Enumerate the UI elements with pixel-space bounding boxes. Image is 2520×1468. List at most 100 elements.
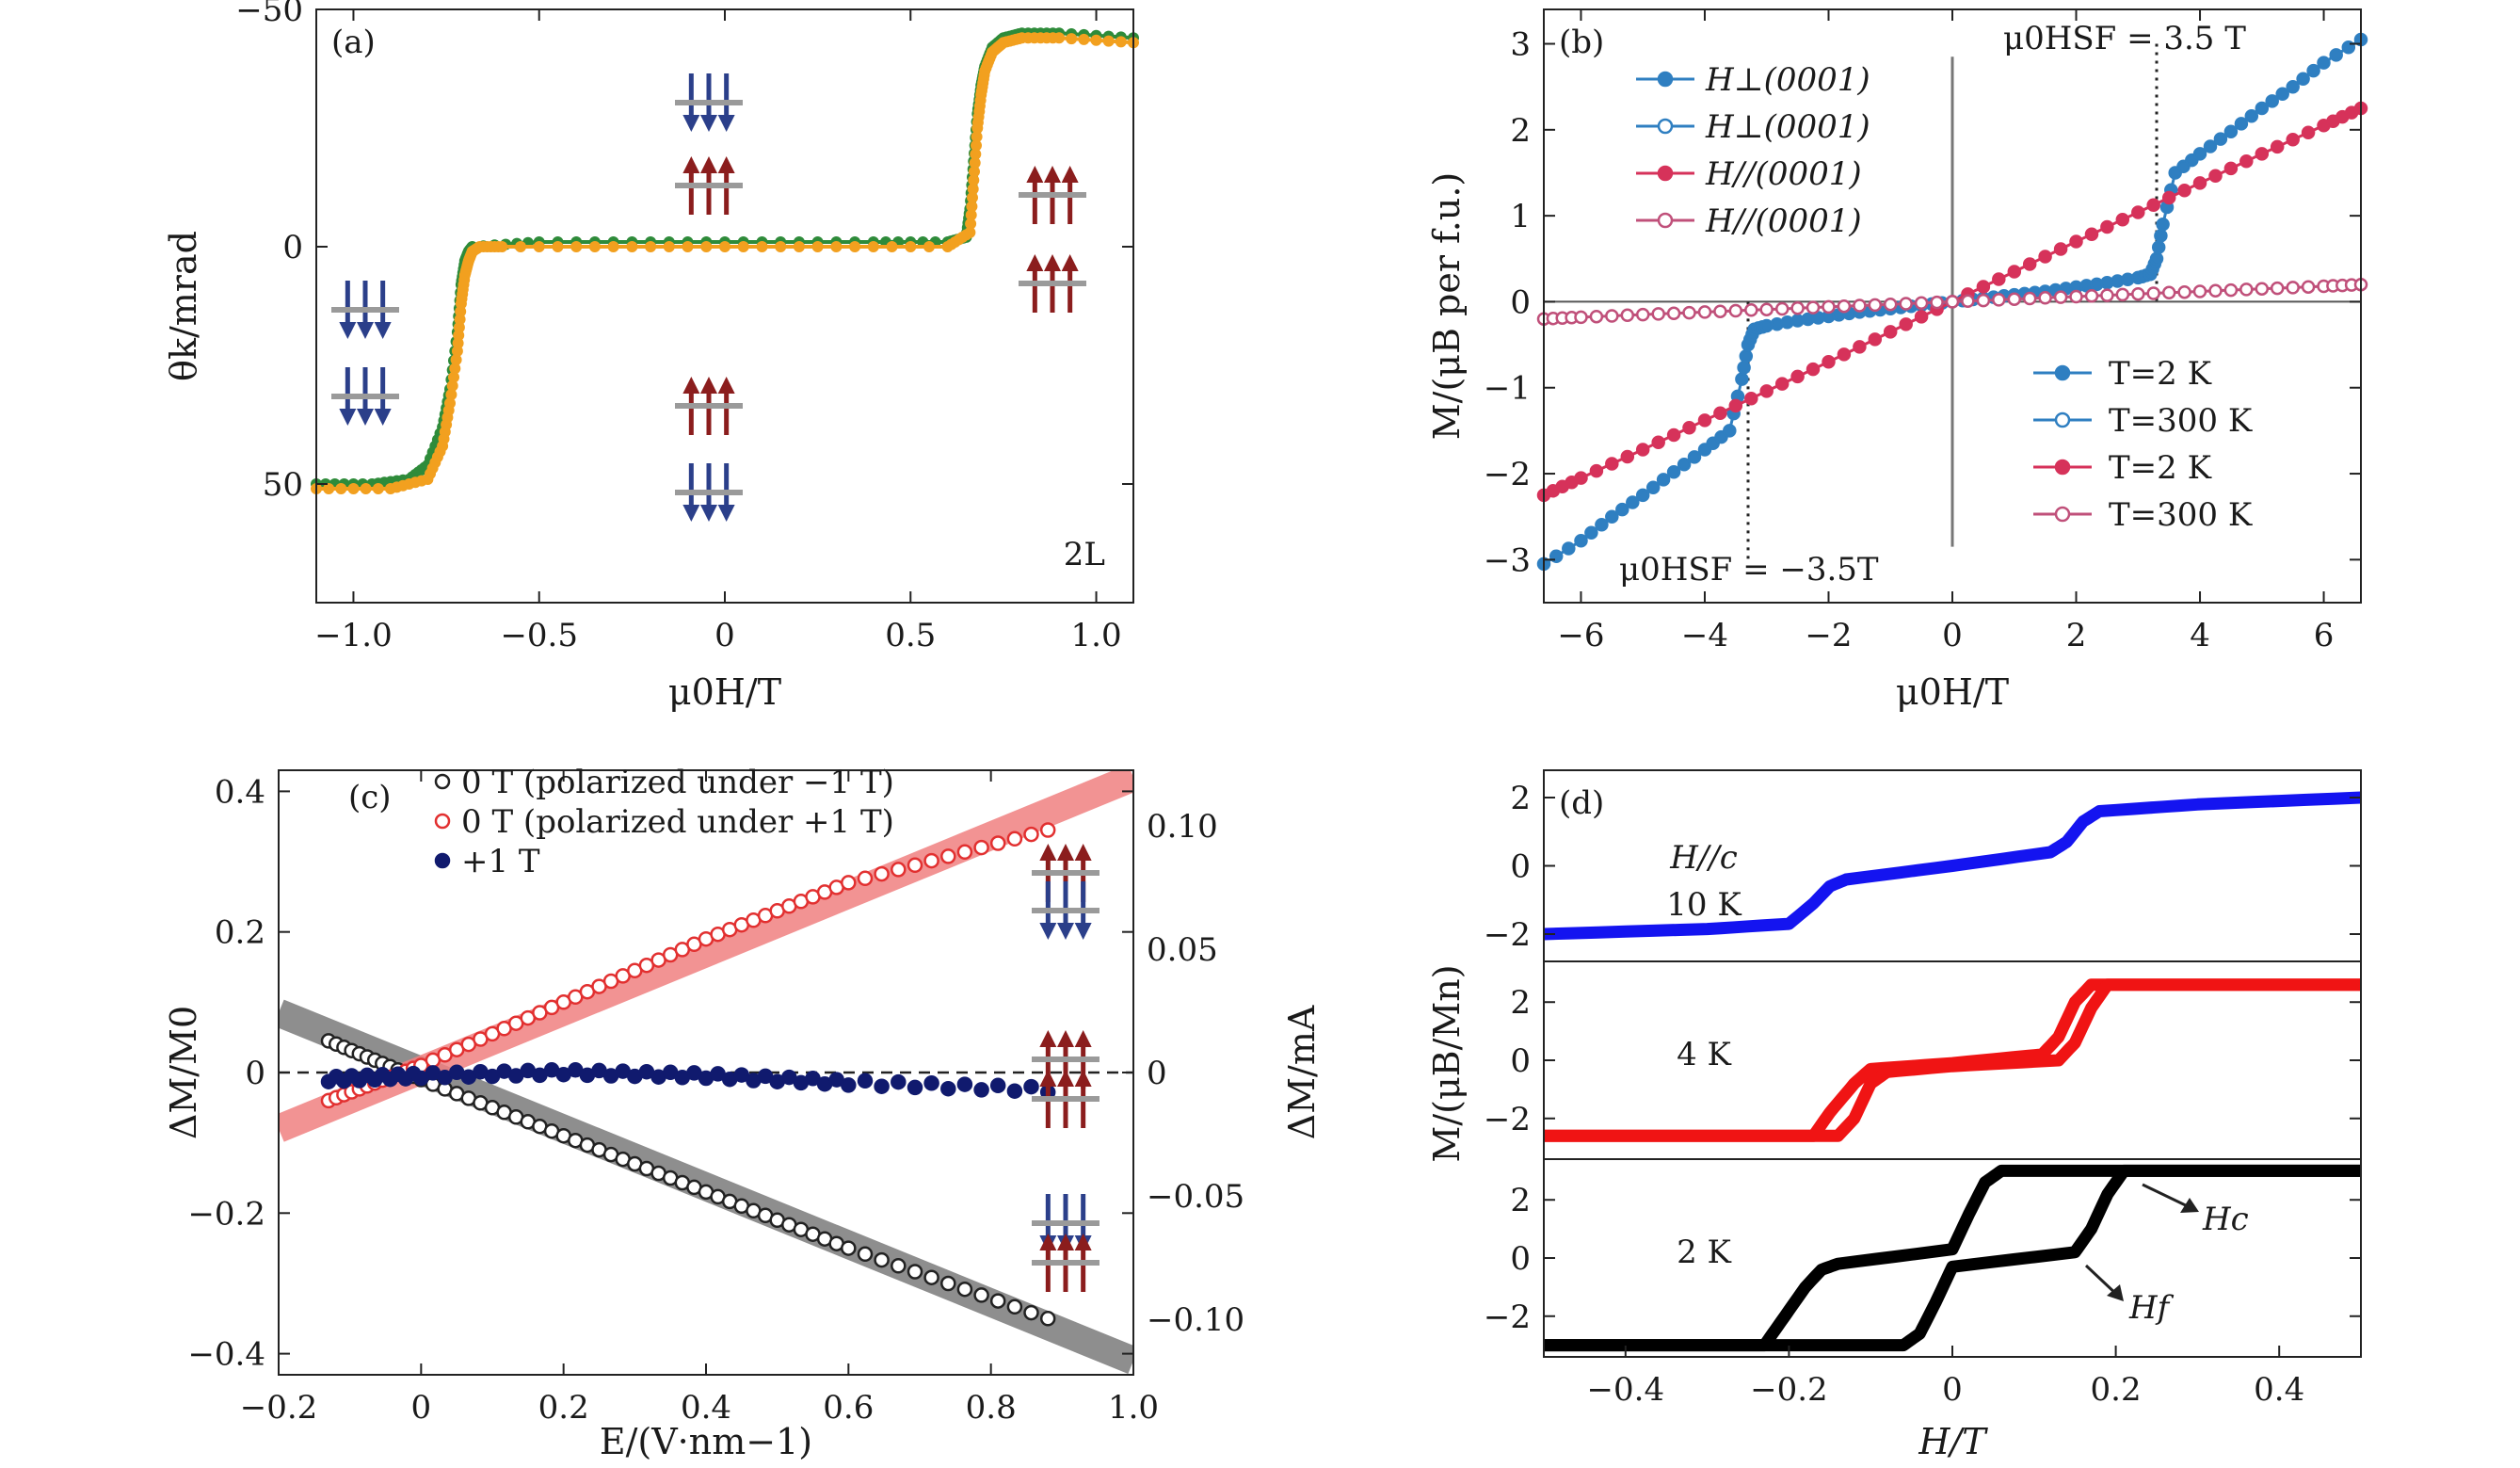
data-point	[2053, 290, 2068, 304]
data-point	[2301, 125, 2316, 140]
data-point	[444, 397, 456, 410]
hysteresis-branch-1	[1544, 978, 2361, 1142]
data-point	[2100, 219, 2114, 234]
spin-down-icon	[339, 322, 357, 339]
data-point	[867, 241, 879, 252]
spin-stack-left	[331, 367, 399, 426]
data-point	[1868, 332, 1883, 347]
x-tick-label: −4	[1681, 617, 1728, 654]
data-point	[907, 1264, 923, 1280]
data-point	[1837, 298, 1852, 314]
x-axis-title: μ0H/T	[668, 671, 781, 713]
spin-up-icon	[1074, 844, 1092, 861]
spin-up-icon	[682, 377, 700, 394]
subpanel-label: 2 K	[1677, 1234, 1731, 1271]
legend-label: H//(0001)	[1705, 155, 1862, 193]
spin-stack-right	[1019, 166, 1086, 224]
data-point	[1883, 297, 1898, 312]
y2-tick-label: 0.10	[1147, 808, 1218, 846]
spin-up-icon	[1039, 1234, 1057, 1250]
subpanel-2: −2 0 2 2 K	[1484, 1158, 2362, 1358]
data-point	[841, 1240, 857, 1256]
data-point	[1697, 305, 1712, 319]
data-point	[2053, 242, 2068, 256]
data-point	[626, 241, 638, 252]
data-point	[1635, 488, 1650, 503]
y-tick-label: −3	[1484, 541, 1531, 579]
data-point	[857, 1246, 874, 1263]
data-point	[989, 1293, 1006, 1309]
data-point	[1605, 309, 1619, 323]
spin-down-icon	[374, 322, 392, 339]
data-point	[360, 483, 372, 494]
y-tick-label: 50	[263, 466, 303, 504]
spin-up-icon	[1074, 1030, 1092, 1047]
annotation-hc: Hc	[2202, 1201, 2249, 1238]
data-point	[2131, 205, 2145, 219]
data-point	[1006, 1299, 1023, 1315]
annotation-spin-flop-negative: μ0HSF = −3.5T	[1619, 551, 1879, 589]
data-point	[2115, 212, 2130, 227]
data-point	[2270, 139, 2285, 154]
data-point	[448, 371, 459, 383]
spin-up-icon	[1039, 1030, 1057, 1047]
data-point	[1635, 443, 1650, 457]
data-point	[1115, 36, 1127, 48]
data-point	[2223, 124, 2239, 138]
data-point	[1774, 301, 1790, 316]
data-point	[2286, 133, 2300, 147]
spin-stack-bottom	[1032, 1234, 1099, 1292]
legend-right-entry: T=300 K	[2033, 496, 2253, 534]
data-point	[1656, 473, 1671, 487]
data-point	[1945, 295, 1960, 309]
y-tick-label: 2	[1510, 780, 1531, 817]
y-axis-title: θk/mrad	[163, 231, 204, 381]
data-point	[2151, 240, 2166, 254]
y2-tick-label: −0.10	[1147, 1301, 1244, 1339]
x-tick-label: −6	[1557, 617, 1604, 654]
spin-up-icon	[1039, 1070, 1057, 1087]
data-point	[663, 241, 675, 252]
x-tick-label: −2	[1805, 617, 1852, 654]
y-tick-label: −2	[1484, 456, 1531, 493]
panel-label: (c)	[348, 779, 392, 816]
y-tick-label: −0.4	[187, 1336, 265, 1374]
data-point	[1682, 305, 1696, 320]
y-tick-label: 0	[245, 1055, 265, 1092]
data-point	[588, 241, 601, 252]
data-point	[1635, 307, 1650, 322]
data-point	[682, 241, 694, 252]
x-tick-label: −0.2	[1750, 1371, 1828, 1409]
y-tick-label: 0.4	[215, 773, 265, 811]
data-point	[347, 483, 360, 494]
data-point	[335, 483, 347, 494]
data-point	[1687, 450, 1702, 464]
data-point	[2203, 139, 2218, 153]
data-point	[956, 1076, 973, 1092]
data-point	[515, 241, 526, 252]
x-tick-label: −0.2	[240, 1389, 318, 1427]
data-point	[2007, 265, 2022, 279]
spin-up-icon	[717, 377, 735, 394]
data-point	[2255, 282, 2270, 296]
y2-tick-label: −0.05	[1147, 1178, 1244, 1216]
data-point	[989, 1077, 1006, 1094]
data-point	[1976, 293, 1991, 308]
data-point	[2301, 280, 2316, 294]
legend-left-entry: H⊥(0001)	[1636, 61, 1870, 99]
data-point	[645, 241, 657, 252]
data-point	[1605, 457, 1619, 471]
data-point	[969, 157, 981, 169]
x-tick-label: 0.8	[966, 1389, 1017, 1427]
x-tick-label: −0.5	[500, 617, 578, 654]
panel-c: −0.2 0 0.2 0.4 0.6 0.8 1.0 −0.4 −0.2 0 0.2 0.4 −0.10…	[163, 764, 1323, 1462]
x-tick-label: 4	[2190, 617, 2210, 654]
data-point	[2192, 176, 2207, 190]
data-point	[1615, 502, 1629, 517]
data-point	[857, 870, 874, 887]
data-point	[967, 191, 978, 203]
data-point	[445, 389, 457, 401]
data-point	[1574, 310, 1588, 325]
plot-area	[279, 770, 1133, 1374]
data-point	[552, 241, 564, 252]
